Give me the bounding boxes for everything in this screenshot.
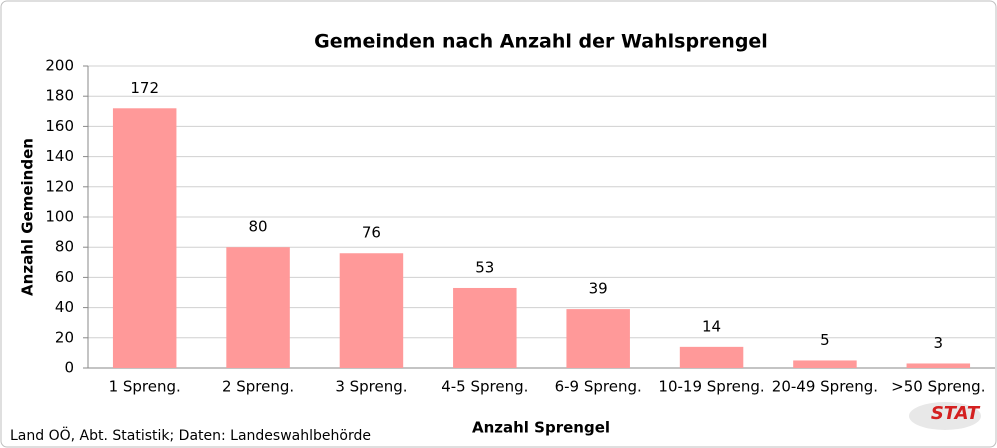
logo-shape — [909, 402, 981, 430]
chart-title: Gemeinden nach Anzahl der Wahlsprengel — [314, 31, 768, 53]
bar — [679, 346, 744, 368]
y-tick-label: 20 — [55, 328, 74, 346]
y-tick-label: 0 — [64, 359, 74, 377]
x-tick-label: 6-9 Spreng. — [555, 378, 642, 396]
bar — [226, 247, 290, 368]
data-label: 14 — [702, 317, 721, 335]
x-tick-label: >50 Spreng. — [891, 378, 985, 396]
data-label: 53 — [475, 258, 494, 276]
y-tick-label: 200 — [45, 57, 74, 75]
data-label: 76 — [362, 224, 381, 242]
bar — [793, 360, 857, 368]
data-label: 3 — [934, 334, 944, 352]
y-tick-label: 40 — [55, 298, 74, 316]
logo: STAT — [931, 403, 981, 424]
y-tick-label: 60 — [55, 268, 74, 286]
bar — [339, 253, 404, 368]
x-tick-label: 10-19 Spreng. — [658, 378, 764, 396]
y-tick-label: 160 — [45, 117, 74, 135]
bar — [112, 108, 177, 368]
data-label: 172 — [130, 79, 159, 97]
source-note: Land OÖ, Abt. Statistik; Daten: Landeswa… — [10, 426, 371, 444]
x-tick-label: 20-49 Spreng. — [772, 378, 878, 396]
bar — [566, 309, 630, 368]
bar — [453, 287, 517, 368]
y-tick-label: 120 — [45, 177, 74, 195]
y-tick-label: 80 — [55, 238, 74, 256]
x-tick-label: 4-5 Spreng. — [441, 378, 528, 396]
bar — [906, 363, 971, 368]
x-tick-label: 2 Spreng. — [222, 378, 294, 396]
y-tick-label: 100 — [45, 208, 74, 226]
data-label: 5 — [820, 331, 830, 349]
data-label: 39 — [589, 280, 608, 298]
x-axis-label: Anzahl Sprengel — [472, 419, 610, 437]
y-tick-label: 140 — [45, 147, 74, 165]
y-tick-label: 180 — [45, 87, 74, 105]
data-label: 80 — [249, 218, 268, 236]
x-tick-label: 1 Spreng. — [109, 378, 181, 396]
y-axis-label: Anzahl Gemeinden — [19, 138, 37, 296]
x-tick-label: 3 Spreng. — [335, 378, 407, 396]
